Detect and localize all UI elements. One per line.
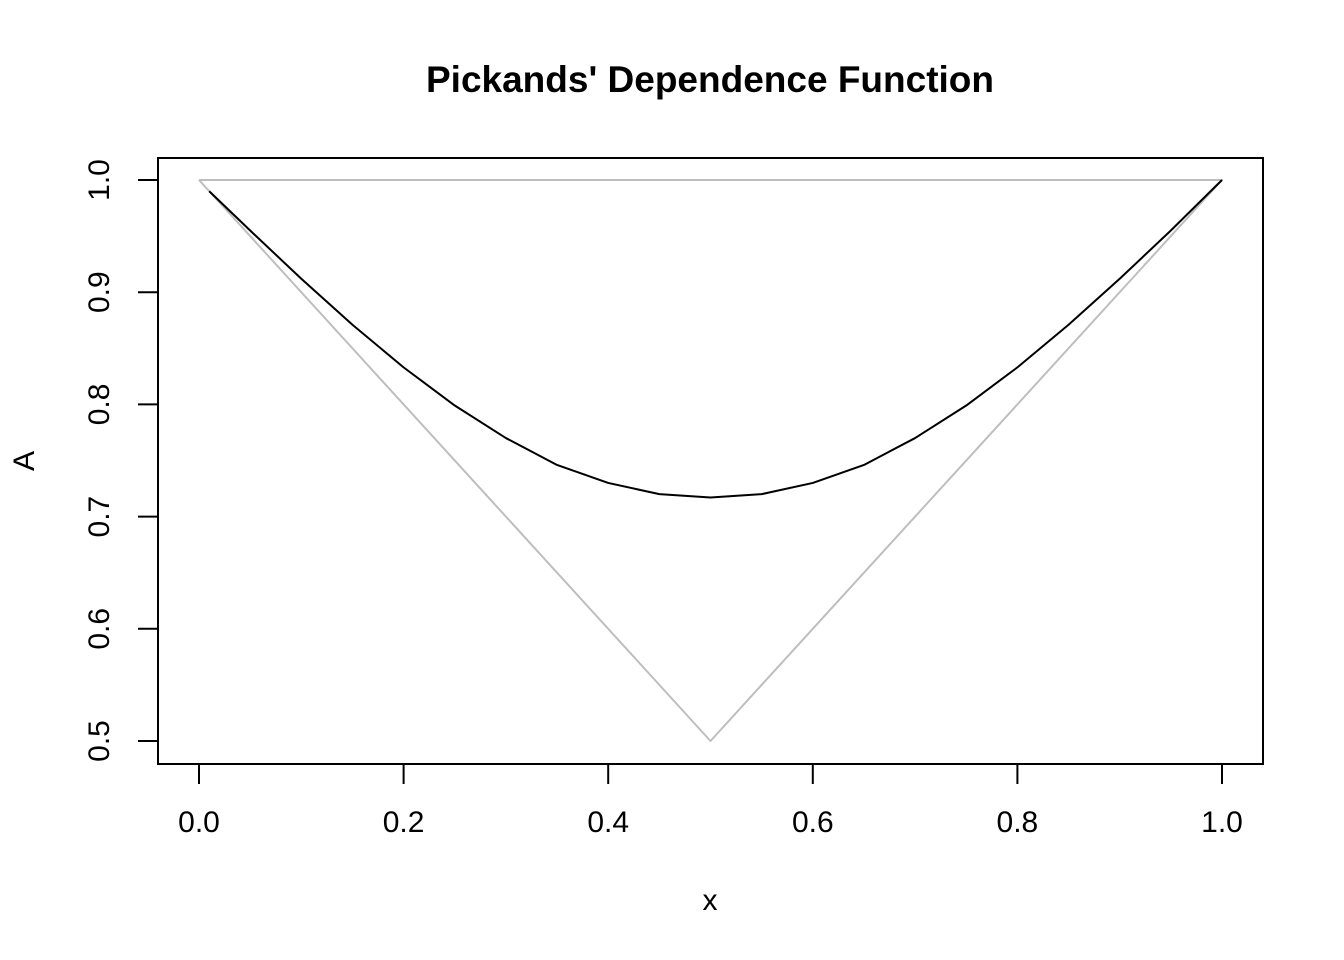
y-tick-label: 1.0 [83,159,116,201]
x-tick-label: 0.8 [997,806,1039,839]
y-tick-label: 0.6 [83,608,116,650]
y-tick-label: 0.8 [83,384,116,426]
x-axis: 0.0 0.2 0.4 0.6 0.8 1.0 [178,763,1243,839]
y-axis-label: A [8,451,41,471]
x-tick-label: 0.2 [383,806,425,839]
x-tick-label: 0.4 [587,806,629,839]
x-tick-label: 0.0 [178,806,220,839]
chart-title: Pickands' Dependence Function [426,59,994,100]
plot-lines [198,179,1223,742]
x-tick-label: 1.0 [1201,806,1243,839]
x-axis-label: x [703,884,718,917]
y-axis: 0.5 0.6 0.7 0.8 0.9 1.0 [83,159,159,762]
x-tick-label: 0.6 [792,806,834,839]
y-tick-label: 0.9 [83,271,116,313]
series-line-estimate [208,179,1223,499]
plot-frame [157,157,1264,765]
y-tick-label: 0.5 [83,720,116,762]
y-tick-label: 0.7 [83,496,116,538]
series-line-bounds [198,179,1223,742]
